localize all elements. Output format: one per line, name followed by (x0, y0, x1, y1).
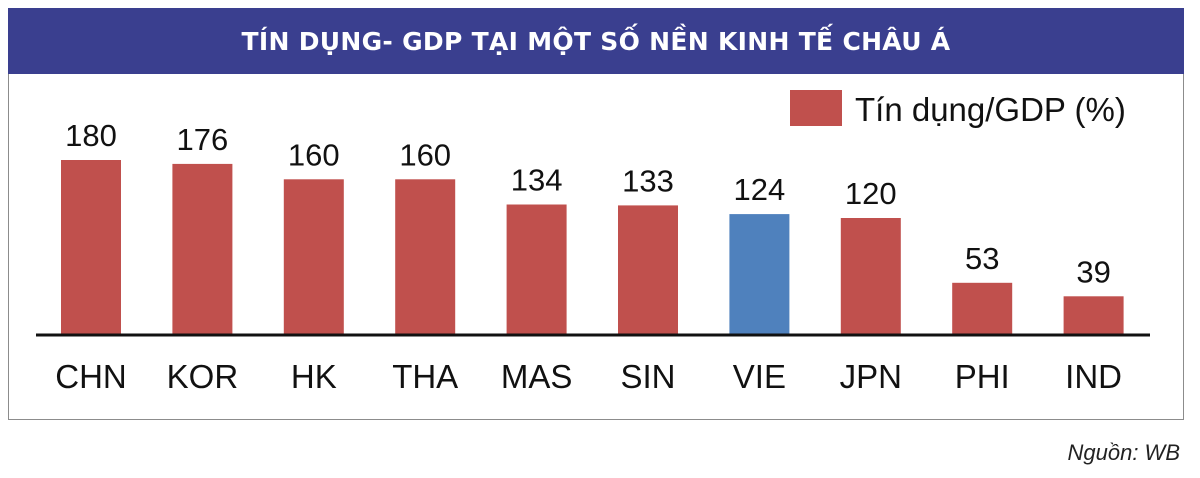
category-label-sin: SIN (620, 358, 675, 395)
bar-chart: 180 176 160 160 134 133 124 120 53 39 CHN KOR HK THA… (36, 90, 1150, 395)
category-label-kor: KOR (167, 358, 239, 395)
legend-swatch (790, 90, 842, 126)
data-label-phi: 53 (965, 241, 999, 276)
category-label-chn: CHN (55, 358, 127, 395)
bar-mas (506, 204, 567, 334)
data-label-mas: 134 (511, 163, 563, 198)
legend-label: Tín dụng/GDP (%) (855, 91, 1126, 128)
bar-hk (283, 179, 344, 334)
bar-vie (729, 214, 790, 334)
data-label-tha: 160 (399, 137, 451, 172)
legend: Tín dụng/GDP (%) (790, 90, 1126, 128)
category-label-mas: MAS (501, 358, 573, 395)
bar-kor (172, 163, 233, 334)
bar-sin (618, 205, 678, 334)
category-label-jpn: JPN (840, 358, 902, 395)
data-label-sin: 133 (622, 163, 674, 198)
category-label-ind: IND (1065, 358, 1122, 395)
category-label-hk: HK (291, 358, 337, 395)
data-label-hk: 160 (288, 137, 340, 172)
bar-tha (395, 179, 456, 334)
bar-ind (1063, 296, 1124, 334)
chart-title-banner: TÍN DỤNG- GDP TẠI MỘT SỐ NỀN KINH TẾ CHÂ… (8, 8, 1184, 74)
data-label-vie: 124 (734, 172, 786, 207)
data-label-ind: 39 (1076, 254, 1110, 289)
data-label-chn: 180 (65, 118, 117, 153)
data-label-jpn: 120 (845, 176, 897, 211)
bar-phi (952, 282, 1013, 334)
category-label-tha: THA (392, 358, 458, 395)
bar-chn (61, 160, 121, 334)
bar-jpn (840, 218, 901, 334)
chart-title: TÍN DỤNG- GDP TẠI MỘT SỐ NỀN KINH TẾ CHÂ… (241, 26, 951, 56)
source-note: Nguồn: WB (1067, 440, 1181, 465)
data-label-kor: 176 (177, 122, 229, 157)
category-label-phi: PHI (955, 358, 1010, 395)
category-label-vie: VIE (733, 358, 786, 395)
